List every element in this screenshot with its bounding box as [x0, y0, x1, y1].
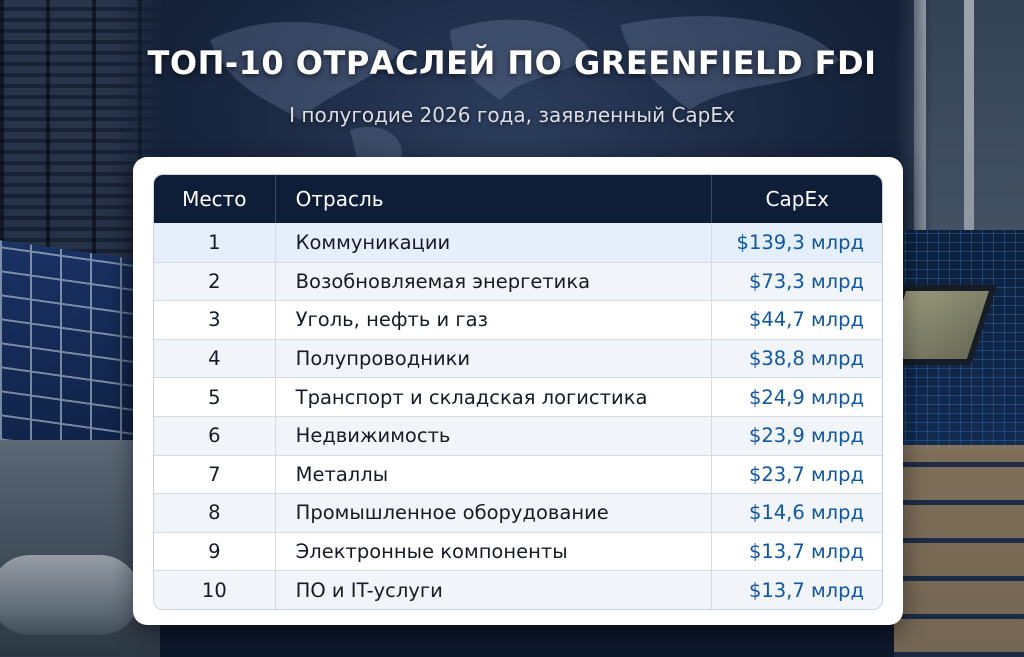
table-row: 7 Металлы $23,7 млрд — [154, 454, 882, 494]
capex-cell: $14,6 млрд — [712, 494, 882, 532]
rank-cell-text: 10 — [201, 578, 227, 602]
header-rank-label: Место — [182, 187, 247, 211]
rank-cell-text: 8 — [208, 501, 221, 525]
capex-cell: $139,3 млрд — [712, 223, 882, 262]
industry-cell: Транспорт и складская логистика — [276, 378, 713, 416]
industry-cell-text: Возобновляемая энергетика — [295, 269, 591, 293]
rank-cell: 6 — [154, 416, 276, 455]
table-body: 1 Коммуникации $139,3 млрд 2 Возобновляемая … — [154, 223, 882, 609]
rank-cell: 7 — [154, 455, 276, 494]
table-row: 1 Коммуникации $139,3 млрд — [154, 223, 882, 262]
refinery-pipes-image — [894, 0, 1024, 230]
capex-cell: $38,8 млрд — [712, 340, 882, 378]
capex-cell: $44,7 млрд — [712, 301, 882, 339]
rank-cell-text: 9 — [208, 540, 221, 564]
capex-cell-text: $23,9 млрд — [748, 424, 865, 448]
header-cell-rank: Место — [154, 175, 276, 223]
industry-cell: Электронные компоненты — [276, 532, 713, 571]
industry-cell-text: Уголь, нефть и газ — [295, 308, 488, 332]
industry-cell-text: Промышленное оборудование — [295, 501, 609, 525]
header-industry-label: Отрасль — [295, 187, 384, 211]
capex-cell: $23,7 млрд — [712, 456, 882, 494]
capex-cell-text: $73,3 млрд — [748, 269, 865, 293]
table-row: 8 Промышленное оборудование $14,6 млрд — [154, 493, 882, 532]
rank-cell-text: 2 — [208, 269, 221, 293]
header-cell-capex: CapEx — [712, 175, 882, 223]
industry-cell: Недвижимость — [276, 416, 713, 455]
table-header: Место Отрасль CapEx — [154, 175, 882, 223]
table-row: 10 ПО и IT-услуги $13,7 млрд — [154, 570, 882, 609]
page-title: ТОП-10 ОТРАСЛЕЙ ПО GREENFIELD FDI — [147, 44, 877, 82]
industry-cell-text: Недвижимость — [295, 424, 451, 448]
storage-tank-image — [0, 555, 140, 635]
capex-cell: $23,9 млрд — [712, 417, 882, 455]
rank-cell-text: 7 — [208, 462, 221, 486]
industry-cell-text: Электронные компоненты — [295, 540, 568, 564]
industry-cell: Уголь, нефть и газ — [276, 301, 713, 339]
industry-cell-text: Коммуникации — [295, 230, 451, 254]
rank-cell-text: 4 — [208, 347, 221, 371]
industry-cell: Промышленное оборудование — [276, 494, 713, 532]
table-card: Место Отрасль CapEx 1 Коммуникации $139,3 … — [133, 157, 903, 625]
table-row: 6 Недвижимость $23,9 млрд — [154, 415, 882, 455]
capex-cell-text: $23,7 млрд — [748, 462, 865, 486]
rank-cell: 8 — [154, 494, 276, 532]
header-capex-label: CapEx — [765, 187, 829, 211]
page-subtitle: I полугодие 2026 года, заявленный CapEx — [289, 103, 735, 127]
industry-cell-text: Транспорт и складская логистика — [295, 385, 648, 409]
industry-cell-text: Металлы — [295, 462, 389, 486]
rank-cell: 5 — [154, 378, 276, 416]
rank-cell: 1 — [154, 223, 276, 262]
capex-cell: $24,9 млрд — [712, 378, 882, 416]
capex-cell: $13,7 млрд — [712, 571, 882, 609]
rank-cell: 9 — [154, 532, 276, 571]
industry-cell-text: ПО и IT-услуги — [295, 578, 443, 602]
capex-cell-text: $44,7 млрд — [748, 308, 865, 332]
rank-cell: 10 — [154, 571, 276, 609]
capex-cell-text: $139,3 млрд — [736, 230, 865, 254]
table-row: 4 Полупроводники $38,8 млрд — [154, 338, 882, 378]
table-row: 9 Электронные компоненты $13,7 млрд — [154, 531, 882, 571]
industry-cell: Полупроводники — [276, 339, 713, 378]
rank-cell-text: 3 — [208, 308, 221, 332]
capex-cell: $73,3 млрд — [712, 263, 882, 301]
industry-cell-text: Полупроводники — [295, 347, 471, 371]
capex-cell-text: $38,8 млрд — [748, 347, 865, 371]
capex-cell-text: $14,6 млрд — [748, 501, 865, 525]
header-cell-industry: Отрасль — [276, 175, 713, 223]
rank-cell-text: 1 — [208, 230, 221, 254]
industry-cell: Возобновляемая энергетика — [276, 262, 713, 301]
rank-cell-text: 5 — [208, 385, 221, 409]
capex-cell: $13,7 млрд — [712, 533, 882, 571]
rank-cell-text: 6 — [208, 424, 221, 448]
rank-cell: 2 — [154, 262, 276, 301]
table-row: 2 Возобновляемая энергетика $73,3 млрд — [154, 261, 882, 301]
rank-cell: 3 — [154, 301, 276, 339]
industry-cell: Коммуникации — [276, 223, 713, 262]
capex-cell-text: $24,9 млрд — [748, 385, 865, 409]
capex-cell-text: $13,7 млрд — [748, 578, 865, 602]
warehouse-shelves-image — [894, 445, 1024, 657]
table-row: 3 Уголь, нефть и газ $44,7 млрд — [154, 300, 882, 339]
ranking-table: Место Отрасль CapEx 1 Коммуникации $139,3 … — [153, 174, 883, 610]
capex-cell-text: $13,7 млрд — [748, 540, 865, 564]
industry-cell: ПО и IT-услуги — [276, 571, 713, 609]
rank-cell: 4 — [154, 339, 276, 378]
table-row: 5 Транспорт и складская логистика $24,9 мл… — [154, 377, 882, 416]
world-map-graphic — [210, 16, 840, 170]
industry-cell: Металлы — [276, 455, 713, 494]
